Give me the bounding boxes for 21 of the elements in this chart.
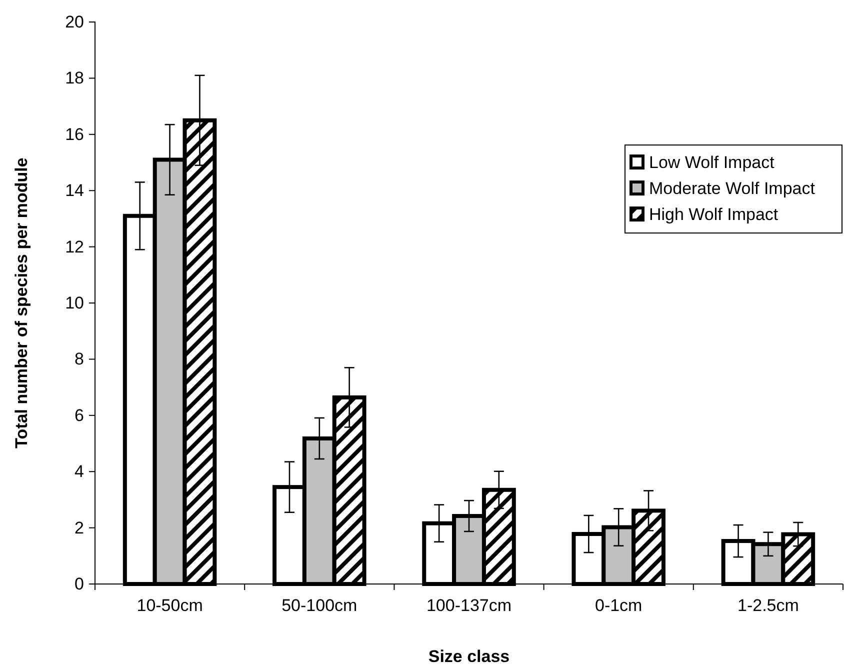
y-tick-label: 0	[74, 574, 84, 594]
x-tick-label: 100-137cm	[426, 596, 512, 615]
y-tick-label: 16	[65, 124, 84, 144]
x-tick-label: 0-1cm	[594, 596, 642, 615]
legend-label: Low Wolf Impact	[649, 153, 775, 172]
x-axis-title: Size class	[428, 647, 510, 666]
x-tick-label: 50-100cm	[282, 596, 358, 615]
y-tick-label: 12	[65, 237, 84, 256]
y-tick-label: 2	[74, 518, 84, 538]
y-tick-label: 18	[65, 68, 84, 88]
y-axis-title: Total number of species per module	[12, 158, 31, 448]
legend-label: Moderate Wolf Impact	[649, 179, 816, 198]
y-tick-label: 10	[65, 293, 84, 312]
y-tick-label: 6	[74, 406, 84, 425]
y-tick-label: 4	[74, 462, 84, 482]
legend-label: High Wolf Impact	[649, 205, 778, 224]
y-tick-label: 8	[74, 350, 84, 369]
y-tick-label: 20	[65, 12, 84, 32]
y-tick-label: 14	[65, 181, 84, 200]
x-tick-label: 10-50cm	[136, 596, 203, 615]
x-tick-label: 1-2.5cm	[737, 596, 799, 615]
